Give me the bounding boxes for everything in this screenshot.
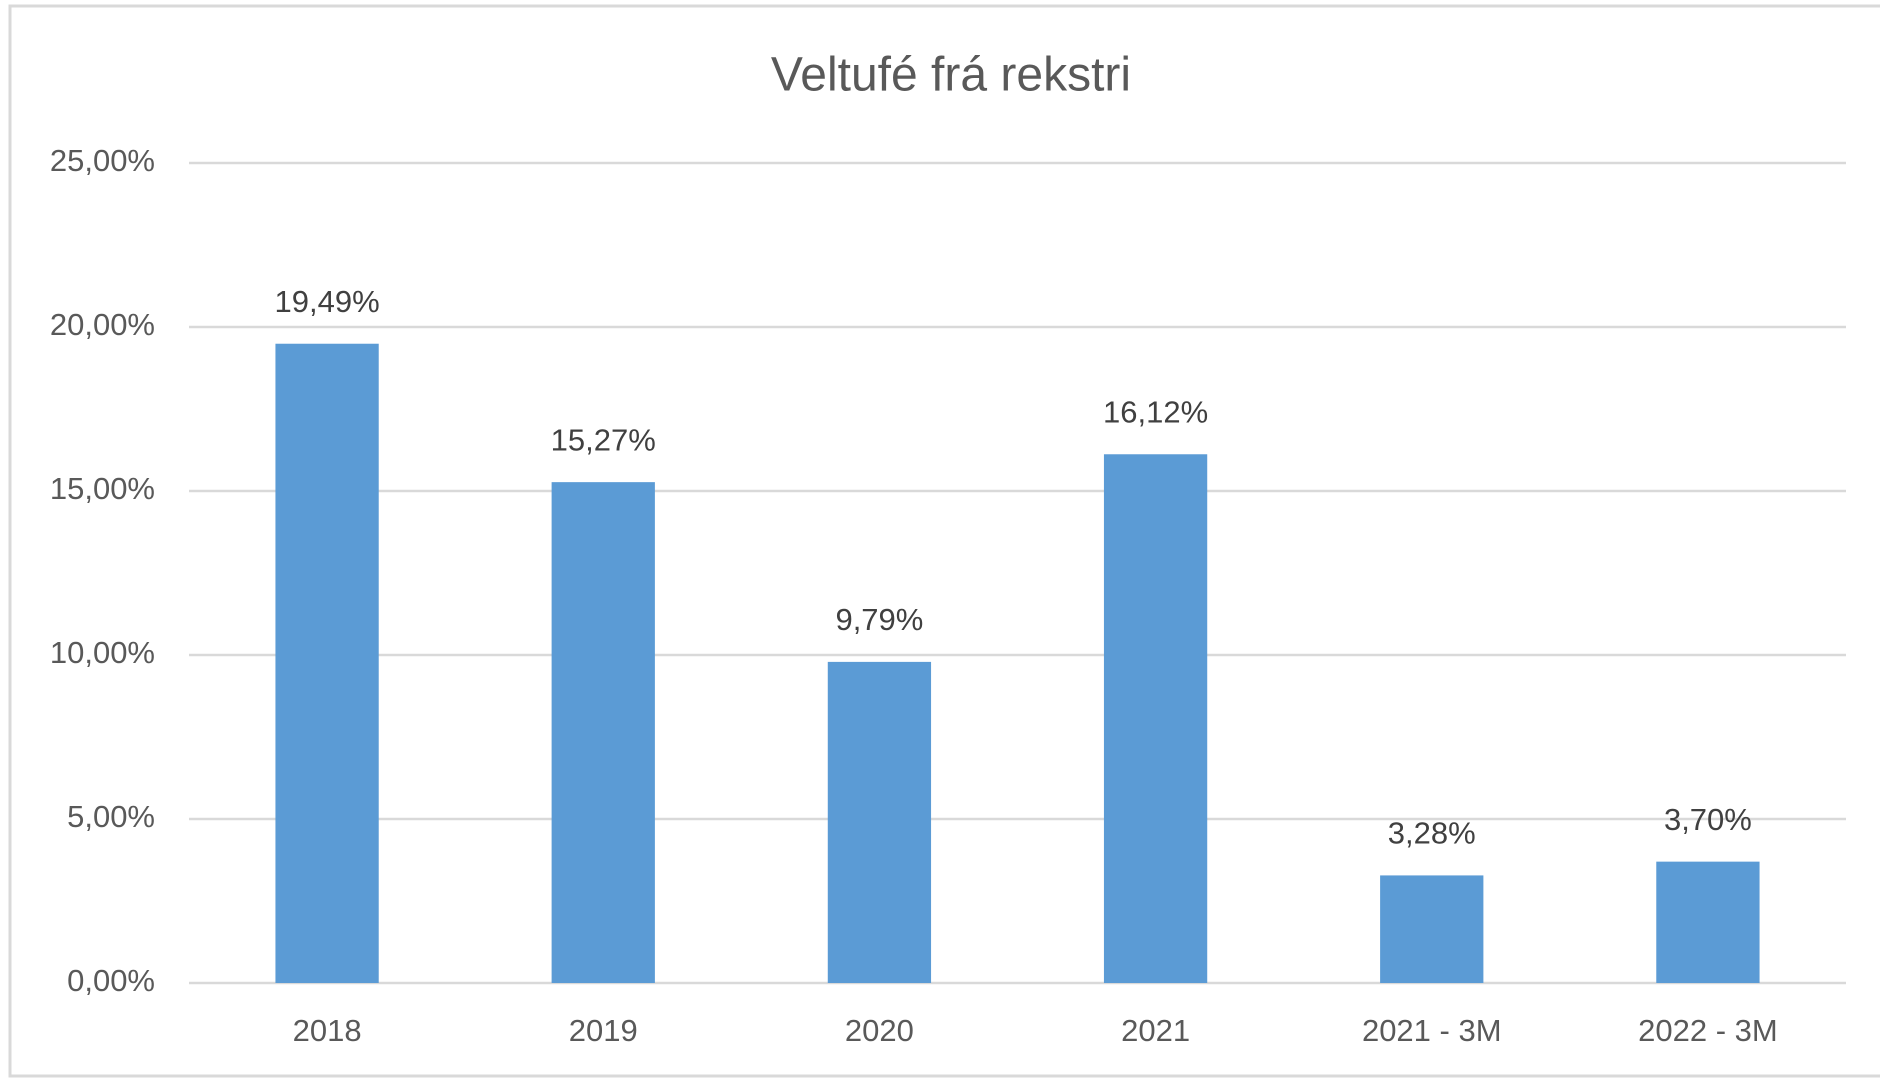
data-label: 3,28% <box>1388 816 1476 851</box>
x-tick-label: 2021 - 3M <box>1362 1013 1502 1048</box>
y-tick-label: 5,00% <box>67 799 155 834</box>
y-tick-label: 10,00% <box>50 635 155 670</box>
data-label: 19,49% <box>275 284 380 319</box>
bar <box>1656 861 1760 983</box>
x-tick-label: 2020 <box>845 1013 914 1048</box>
data-label: 9,79% <box>835 602 923 637</box>
bar <box>1380 875 1484 983</box>
bar <box>1103 454 1208 983</box>
y-tick-label: 25,00% <box>50 143 155 178</box>
data-label: 15,27% <box>551 422 656 457</box>
y-tick-label: 0,00% <box>67 963 155 998</box>
chart-title: Veltufé frá rekstri <box>771 49 1131 102</box>
bar <box>551 482 655 983</box>
data-label: 3,70% <box>1664 802 1752 837</box>
data-label: 16,12% <box>1103 394 1208 429</box>
x-tick-label: 2022 - 3M <box>1638 1013 1778 1048</box>
x-tick-label: 2018 <box>293 1013 362 1048</box>
y-tick-label: 20,00% <box>50 307 155 342</box>
x-tick-label: 2021 <box>1121 1013 1190 1048</box>
x-tick-label: 2019 <box>569 1013 638 1048</box>
bar <box>827 661 932 983</box>
bar <box>275 343 379 983</box>
y-tick-label: 15,00% <box>50 471 155 506</box>
